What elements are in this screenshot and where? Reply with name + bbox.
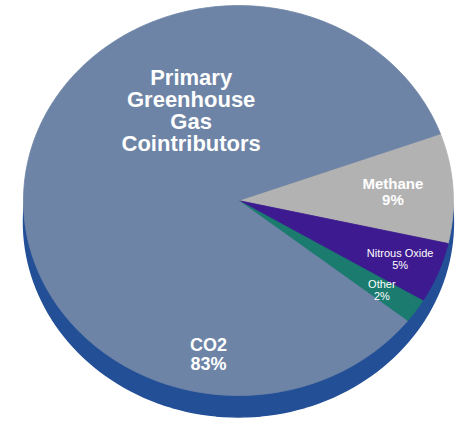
svg-text:CO283%: CO283% <box>190 335 227 374</box>
svg-text:Methane9%: Methane9% <box>362 175 423 208</box>
svg-text:PrimaryGreenhouseGasCointribut: PrimaryGreenhouseGasCointributors <box>122 65 261 156</box>
svg-text:Other2%: Other2% <box>368 278 396 302</box>
svg-text:Nitrous Oxide5%: Nitrous Oxide5% <box>367 247 434 271</box>
